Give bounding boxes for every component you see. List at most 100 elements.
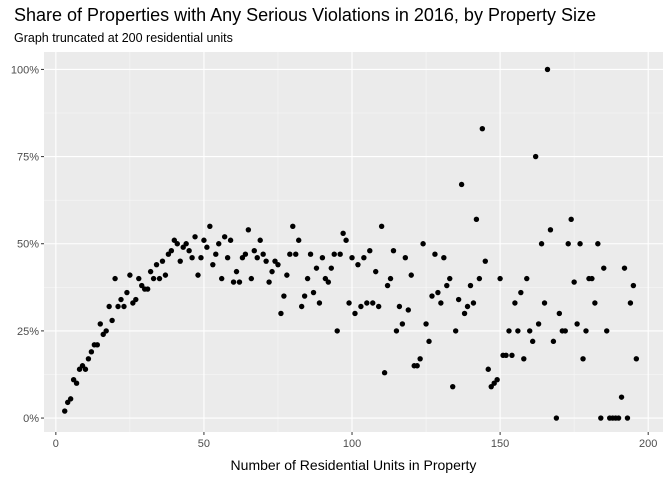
- data-point: [390, 248, 397, 254]
- data-point: [174, 241, 180, 247]
- x-tick-label: 100: [343, 438, 361, 450]
- data-point: [485, 366, 491, 372]
- data-point: [331, 251, 337, 257]
- data-point: [524, 275, 530, 282]
- data-point: [547, 227, 554, 233]
- data-point: [118, 296, 124, 303]
- data-point: [216, 241, 222, 247]
- data-point: [251, 248, 257, 254]
- data-point: [227, 237, 234, 243]
- data-point: [627, 300, 634, 306]
- data-point: [618, 394, 625, 400]
- data-point: [260, 251, 266, 257]
- data-point: [595, 241, 601, 247]
- data-point: [106, 303, 112, 310]
- data-point: [538, 241, 545, 247]
- data-point: [275, 261, 281, 268]
- data-point: [562, 328, 568, 334]
- data-point: [527, 328, 533, 334]
- data-point: [509, 352, 515, 359]
- data-point: [296, 237, 302, 243]
- data-point: [518, 289, 524, 296]
- data-point: [337, 251, 343, 257]
- data-point: [467, 282, 474, 289]
- data-point: [512, 300, 518, 306]
- data-point: [435, 289, 441, 296]
- data-point: [340, 230, 346, 236]
- data-point: [136, 275, 142, 282]
- data-point: [319, 254, 326, 261]
- x-axis-ticks: 0 50 100 150 200: [53, 432, 657, 450]
- data-point: [304, 275, 311, 282]
- data-point: [361, 254, 367, 261]
- data-point: [349, 254, 355, 261]
- grid-major: [44, 52, 663, 432]
- data-point: [168, 248, 175, 254]
- data-point: [281, 293, 287, 299]
- data-point: [515, 328, 521, 334]
- data-point: [358, 303, 364, 310]
- data-point: [553, 415, 560, 421]
- data-point: [399, 321, 406, 327]
- data-point: [589, 275, 595, 282]
- data-point: [461, 310, 468, 317]
- data-point: [88, 349, 95, 355]
- data-point: [328, 265, 334, 271]
- data-point: [121, 303, 127, 310]
- x-tick-label: 200: [639, 438, 657, 450]
- data-point: [601, 265, 607, 271]
- y-tick-label: 0%: [23, 413, 39, 425]
- data-point: [630, 282, 637, 289]
- data-point: [159, 258, 166, 264]
- data-point: [544, 66, 551, 73]
- data-point: [455, 296, 462, 303]
- data-point: [112, 275, 118, 282]
- data-point: [162, 272, 169, 278]
- data-point: [85, 356, 92, 362]
- data-point: [284, 272, 290, 278]
- data-point: [604, 328, 610, 334]
- data-point: [133, 296, 139, 303]
- data-point: [503, 352, 509, 359]
- data-point: [290, 223, 296, 230]
- y-tick-label: 75%: [17, 152, 39, 164]
- data-point: [257, 237, 263, 243]
- data-point: [420, 241, 426, 247]
- data-point: [387, 275, 394, 282]
- x-tick-label: 150: [491, 438, 509, 450]
- data-point: [384, 282, 391, 289]
- data-point: [396, 303, 403, 310]
- data-point: [571, 279, 577, 285]
- data-point: [444, 282, 450, 289]
- data-point: [219, 275, 225, 282]
- data-point: [183, 241, 189, 247]
- data-point: [301, 293, 308, 299]
- data-point: [408, 272, 414, 278]
- data-point: [204, 244, 210, 250]
- data-point: [269, 268, 275, 275]
- data-point: [109, 317, 115, 324]
- data-point: [150, 275, 157, 282]
- data-point: [245, 227, 252, 233]
- data-point: [429, 293, 435, 299]
- data-point: [124, 289, 130, 296]
- data-point: [207, 223, 213, 230]
- data-point: [583, 328, 589, 334]
- data-point: [325, 279, 332, 285]
- data-point: [242, 251, 249, 257]
- y-tick-label: 100%: [11, 64, 39, 76]
- data-point: [381, 370, 388, 376]
- data-point: [577, 241, 583, 247]
- data-point: [405, 307, 411, 313]
- data-point: [254, 254, 260, 261]
- x-tick-label: 0: [53, 438, 59, 450]
- data-point: [103, 328, 109, 334]
- data-point: [473, 216, 480, 223]
- data-point: [482, 258, 488, 264]
- data-point: [153, 261, 160, 268]
- data-point: [452, 328, 459, 334]
- data-point: [94, 342, 101, 348]
- grid-minor: [44, 52, 663, 432]
- data-point: [334, 328, 340, 334]
